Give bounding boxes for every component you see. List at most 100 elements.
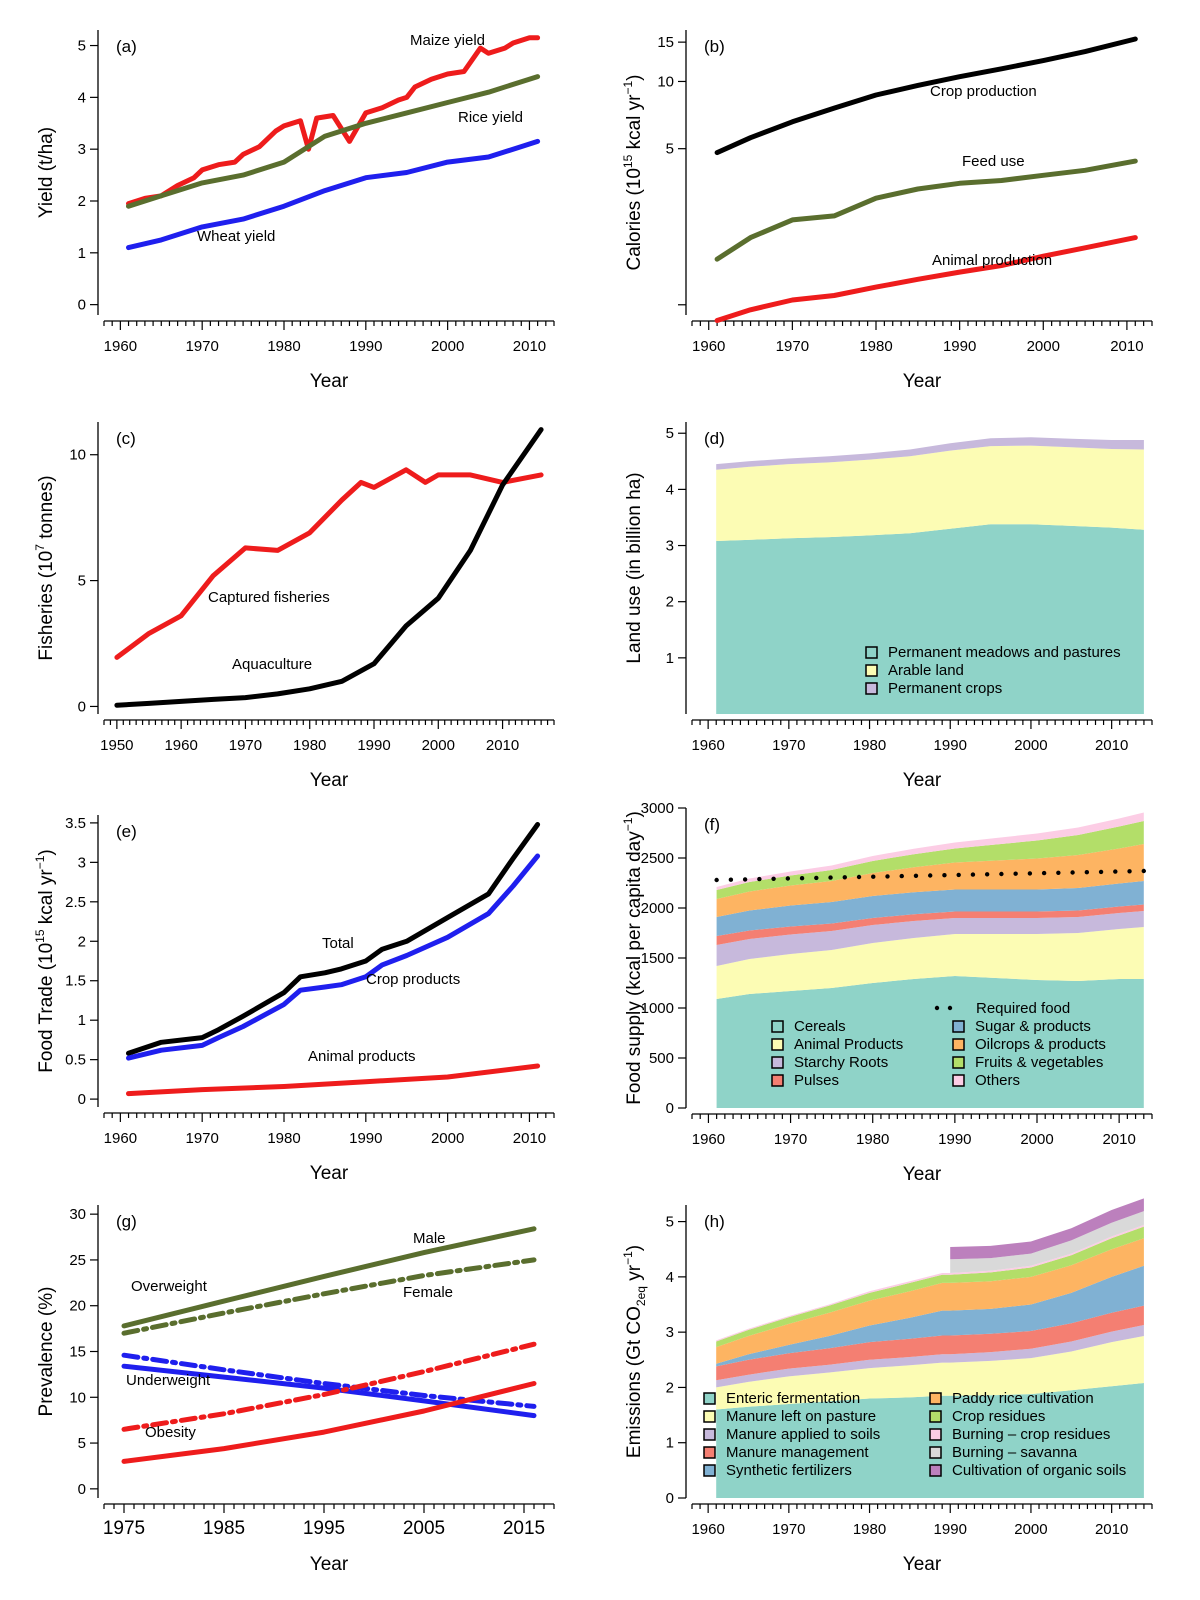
- x-tick-label: 1975: [103, 1518, 145, 1539]
- legend-swatch: [771, 1074, 784, 1087]
- x-tick-label: 2015: [503, 1518, 545, 1539]
- label-part: −1: [33, 855, 47, 869]
- y-tick-label: 3: [78, 141, 86, 158]
- reference-dot: [999, 871, 1004, 877]
- legend-entry: Fruits & vegetables: [975, 1054, 1103, 1071]
- series-line: [121, 1381, 537, 1464]
- label-part: Land use (in billion ha): [624, 472, 645, 663]
- area-band: [716, 812, 1144, 890]
- x-tick-label: 2010: [486, 737, 519, 754]
- series-line: [126, 138, 541, 251]
- reference-dot: [970, 872, 976, 877]
- x-tick-label: 2010: [513, 338, 546, 355]
- x-tick-label: 1960: [104, 338, 137, 355]
- legend-swatch: [952, 1056, 965, 1069]
- series-label: Animal production: [932, 252, 1052, 269]
- y-tick-label: 25: [69, 1252, 86, 1269]
- legend-entry: Manure management: [726, 1444, 869, 1461]
- y-tick-label: 5: [78, 38, 86, 55]
- y-tick-label: 1000: [641, 1000, 674, 1017]
- y-tick-label: 2.5: [65, 894, 86, 911]
- x-tick-label: 1970: [772, 1521, 805, 1538]
- legend-swatch: [771, 1056, 784, 1069]
- panel-e: 1960 1970 1980 1990 2000 2010 Year 0 0.5 1 1.5 2 2.5…: [33, 815, 555, 1184]
- series-label: Aquaculture: [232, 656, 312, 673]
- x-tick-label: 2000: [1014, 737, 1047, 754]
- series-line: [121, 1352, 537, 1409]
- panel-d: 1960 1970 1980 1990 2000 2010 Year 1 2 3 4 5 (d) Land…: [624, 422, 1153, 791]
- legend-entry: Paddy rice cultivation: [952, 1390, 1094, 1407]
- x-tick-label: 1990: [938, 1131, 971, 1148]
- legend-swatch: [952, 1074, 965, 1087]
- area-band: [716, 844, 1144, 917]
- panel-h: 1960 1970 1980 1990 2000 2010 Year 0 1 2 3 4 5 (h) Emi…: [621, 1198, 1153, 1575]
- y-tick-label: 0: [78, 1091, 86, 1108]
- label-part: Food Trade (10: [36, 943, 57, 1073]
- y-tick-label: 1: [78, 245, 86, 262]
- y-tick-label: 1: [78, 1012, 86, 1029]
- y-tick-label: 2500: [641, 850, 674, 867]
- x-tick-label: 1950: [100, 737, 133, 754]
- x-tick-label: 1980: [267, 1130, 300, 1147]
- panel-label: (h): [704, 1212, 725, 1231]
- series-line: [126, 822, 541, 1056]
- reference-dot: [984, 872, 990, 877]
- label-part: −1: [621, 817, 635, 831]
- y-tick-label: 2: [78, 193, 86, 210]
- reference-dot: [928, 873, 933, 878]
- y-tick-label: 0: [78, 297, 86, 314]
- y-axis-title: Yield (t/ha): [36, 127, 57, 218]
- label-part: −1: [621, 1251, 635, 1265]
- label-part: Fisheries (10: [36, 551, 57, 661]
- y-tick-label: 15: [69, 1344, 86, 1361]
- y-tick-label: 0.5: [65, 1052, 86, 1069]
- y-tick-label: 1.5: [65, 973, 86, 990]
- legend-swatch: [703, 1410, 716, 1423]
- x-axis-title: Year: [310, 1554, 349, 1575]
- annotation-female: Female: [403, 1284, 453, 1301]
- x-tick-label: 1970: [229, 737, 262, 754]
- x-tick-label: 1960: [692, 1131, 725, 1148]
- x-tick-label: 1985: [203, 1518, 245, 1539]
- reference-dot: [1141, 868, 1146, 874]
- legend-dot: [934, 1005, 940, 1011]
- reference-dot: [885, 874, 890, 879]
- label-part: Calories (10: [624, 168, 645, 270]
- reference-dot: [1098, 869, 1104, 875]
- area-band: [716, 1238, 1144, 1364]
- y-tick-label: 0: [78, 698, 86, 715]
- series-label: Maize yield: [410, 32, 485, 49]
- y-tick-label: 3000: [641, 800, 674, 817]
- annotation-obesity: Obesity: [145, 1424, 196, 1441]
- panel-f: 1960 1970 1980 1990 2000 2010 Year 0 500 1000 1500…: [621, 800, 1153, 1185]
- reference-dot: [1056, 870, 1061, 875]
- y-tick-label: 0: [78, 1481, 86, 1498]
- y-tick-label: 1500: [641, 950, 674, 967]
- y-tick-label: 5: [666, 425, 674, 442]
- y-tick-label: 10: [69, 447, 86, 464]
- label-part: Emissions (Gt CO: [624, 1306, 645, 1458]
- panel-c: 1950 1960 1970 1980 1990 2000 2010 Year 0 5 10 (c) F…: [33, 422, 555, 791]
- reference-dot: [785, 876, 791, 881]
- reference-dot: [714, 877, 719, 883]
- y-tick-label: 4: [666, 481, 674, 498]
- annotation-overweight: Overweight: [131, 1278, 208, 1295]
- legend-swatch: [952, 1038, 965, 1051]
- x-tick-label: 1990: [349, 338, 382, 355]
- y-axis-title: Emissions (Gt CO2eq yr−1): [621, 1245, 648, 1458]
- series-label: Total: [322, 935, 354, 952]
- x-tick-label: 1980: [267, 338, 300, 355]
- label-part: yr: [624, 1264, 645, 1286]
- x-tick-label: 1980: [293, 737, 326, 754]
- legend-swatch: [703, 1392, 716, 1405]
- panel-label: (d): [704, 429, 725, 448]
- series-label: Crop products: [366, 971, 460, 988]
- reference-dot: [1127, 869, 1132, 874]
- area-band: [716, 911, 1144, 966]
- reference-dot: [1084, 870, 1090, 875]
- label-part: 15: [33, 929, 47, 943]
- y-axis-title: Calories (1015 kcal yr−1): [621, 75, 645, 271]
- y-axis-title: Food supply (kcal per capita day−1): [621, 811, 645, 1105]
- x-tick-label: 1980: [853, 1521, 886, 1538]
- legend-entry: Arable land: [888, 662, 964, 679]
